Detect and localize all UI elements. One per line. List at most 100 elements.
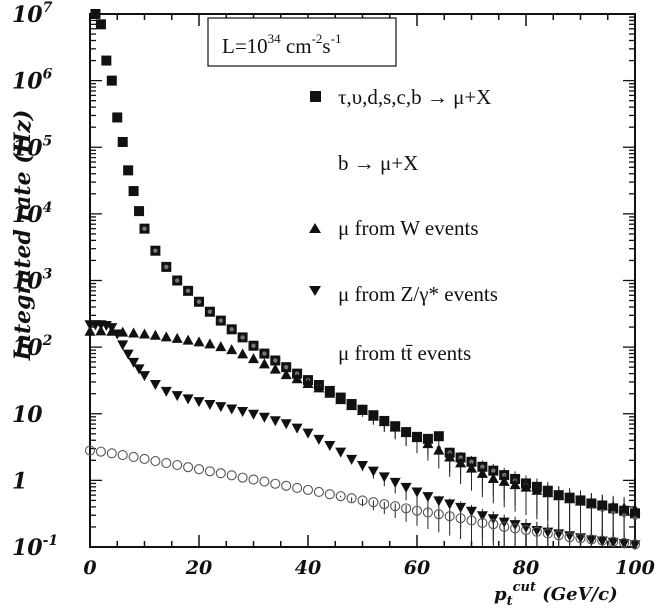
x-tick-label: 40 xyxy=(295,557,321,579)
point-triangle-up xyxy=(324,387,336,398)
point-triangle-down xyxy=(476,511,488,522)
point-triangle-down xyxy=(269,416,281,427)
point-triangle-up xyxy=(302,377,314,388)
point-triangle-up xyxy=(226,344,238,355)
point-circle xyxy=(281,480,292,491)
point-triangle-up xyxy=(280,369,292,380)
x-tick-label: 0 xyxy=(83,557,96,579)
point-triangle-down xyxy=(422,492,434,503)
luminosity-annotation: L=1034 cm-2s-1 xyxy=(207,17,397,67)
point-triangle-up xyxy=(455,457,467,468)
point-triangle-up xyxy=(575,495,586,506)
y-tick-label: 10 xyxy=(12,402,43,428)
y-tick-label: 104 xyxy=(12,200,52,228)
point-triangle-up xyxy=(139,328,150,339)
point-triangle-up xyxy=(466,462,477,473)
point-dot xyxy=(196,299,202,304)
point-triangle-up xyxy=(171,332,183,343)
point-circle xyxy=(629,539,641,550)
point-circle xyxy=(542,528,553,539)
point-circle xyxy=(564,532,575,543)
point-triangle-down xyxy=(139,371,150,382)
point-circle xyxy=(597,535,608,546)
point-dot xyxy=(469,459,474,465)
point-triangle-up xyxy=(400,426,412,437)
annotation-text: L=1034 cm-2s-1 xyxy=(222,31,341,58)
point-triangle-down xyxy=(117,340,129,351)
point-triangle-up xyxy=(128,327,140,338)
point-triangle-up xyxy=(498,475,510,486)
point-circle xyxy=(128,451,139,462)
point-circle xyxy=(346,493,357,504)
point-triangle-down xyxy=(357,461,368,472)
point-triangle-up xyxy=(357,404,368,415)
point-circle xyxy=(215,468,226,479)
point-triangle-down xyxy=(444,499,456,510)
legend-label-b-quark: b → μ+X xyxy=(338,151,418,175)
point-triangle-up xyxy=(433,444,445,455)
legend-marker-triangle-down xyxy=(309,286,321,296)
legend-label-w-events: μ from W events xyxy=(338,216,479,240)
point-triangle-up xyxy=(509,479,521,490)
point-triangle-down xyxy=(226,404,238,415)
point-circle xyxy=(411,505,423,516)
point-triangle-up xyxy=(248,353,259,364)
point-circle xyxy=(313,486,324,498)
point-circle xyxy=(379,499,390,510)
legend-label-tt-events: μ from tt̄ events xyxy=(338,341,471,365)
point-triangle-up xyxy=(585,497,597,508)
point-triangle-up xyxy=(411,432,423,443)
legend-marker-triangle-up xyxy=(309,223,321,233)
axis-ticks xyxy=(89,13,636,548)
point-dot xyxy=(491,468,496,473)
point-triangle-down xyxy=(237,406,249,417)
point-triangle-up xyxy=(84,325,96,336)
point-circle xyxy=(575,533,586,544)
point-triangle-up xyxy=(542,487,554,498)
point-square xyxy=(101,55,112,66)
point-triangle-up xyxy=(367,410,379,421)
point-circle xyxy=(150,456,161,467)
point-circle xyxy=(477,517,488,528)
point-dot xyxy=(273,358,278,363)
point-triangle-up xyxy=(182,334,194,345)
point-circle xyxy=(248,474,259,485)
point-circle xyxy=(586,534,597,545)
point-dot xyxy=(153,248,158,253)
point-dot xyxy=(207,309,213,314)
point-triangle-down xyxy=(378,472,390,483)
x-tick-label: 20 xyxy=(185,557,212,579)
series-2 xyxy=(84,325,641,547)
point-circle xyxy=(117,449,128,461)
point-triangle-up xyxy=(215,341,227,352)
point-triangle-down xyxy=(111,329,123,340)
legend-label-all-quarks: τ,υ,d,s,c,b → μ+X xyxy=(338,85,491,109)
point-circle xyxy=(172,459,183,471)
point-triangle-down xyxy=(411,487,423,498)
point-triangle-down xyxy=(455,502,467,513)
point-circle xyxy=(466,515,477,526)
point-dot xyxy=(218,318,223,323)
point-square xyxy=(106,75,117,86)
point-dot xyxy=(142,226,147,231)
y-tick-label: 102 xyxy=(12,333,53,361)
point-triangle-down xyxy=(433,496,445,507)
point-square xyxy=(433,431,444,442)
point-triangle-up xyxy=(313,382,325,393)
y-tick-label: 107 xyxy=(12,0,53,28)
point-triangle-down xyxy=(133,364,145,375)
point-triangle-up xyxy=(564,493,576,504)
point-circle xyxy=(608,536,619,547)
point-circle xyxy=(237,472,248,483)
point-triangle-down xyxy=(346,454,358,465)
point-triangle-up xyxy=(335,394,347,405)
point-circle xyxy=(455,513,466,524)
point-circle xyxy=(259,476,270,487)
point-circle xyxy=(84,445,96,456)
point-triangle-down xyxy=(400,482,412,493)
point-triangle-up xyxy=(607,500,619,511)
point-triangle-down xyxy=(291,423,303,434)
point-triangle-up xyxy=(520,481,532,492)
point-circle xyxy=(357,495,368,506)
